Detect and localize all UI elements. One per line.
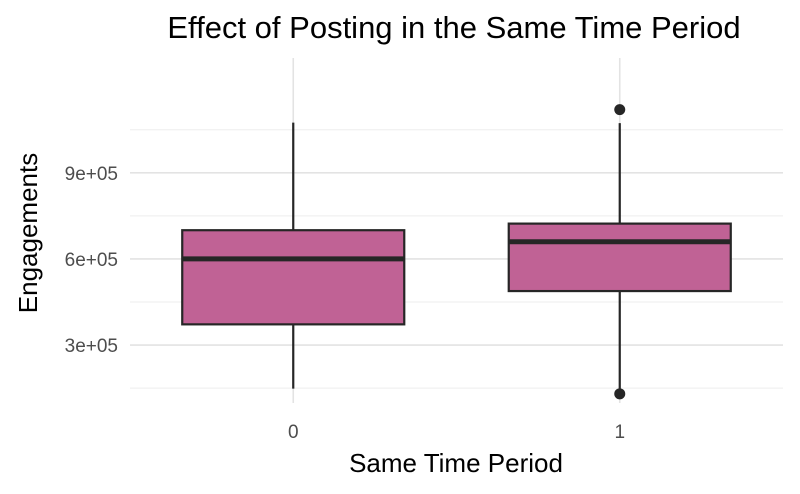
x-axis-title: Same Time Period [349,448,563,478]
y-tick-label: 3e+05 [65,336,118,357]
y-tick-label: 9e+05 [65,164,118,185]
y-axis-ticks: 3e+05 6e+05 9e+05 [65,164,118,357]
box-group-0 [181,122,406,389]
x-tick-label: 0 [288,422,299,443]
box [181,229,406,326]
y-tick-label: 6e+05 [65,250,118,271]
y-axis-title: Engagements [13,153,43,313]
x-tick-label: 1 [614,422,625,443]
box-layer [181,104,732,400]
chart-title: Effect of Posting in the Same Time Perio… [167,10,740,45]
box-group-1 [507,104,732,400]
outlier-point [614,104,626,116]
outlier-point [614,388,626,400]
box [507,222,732,293]
